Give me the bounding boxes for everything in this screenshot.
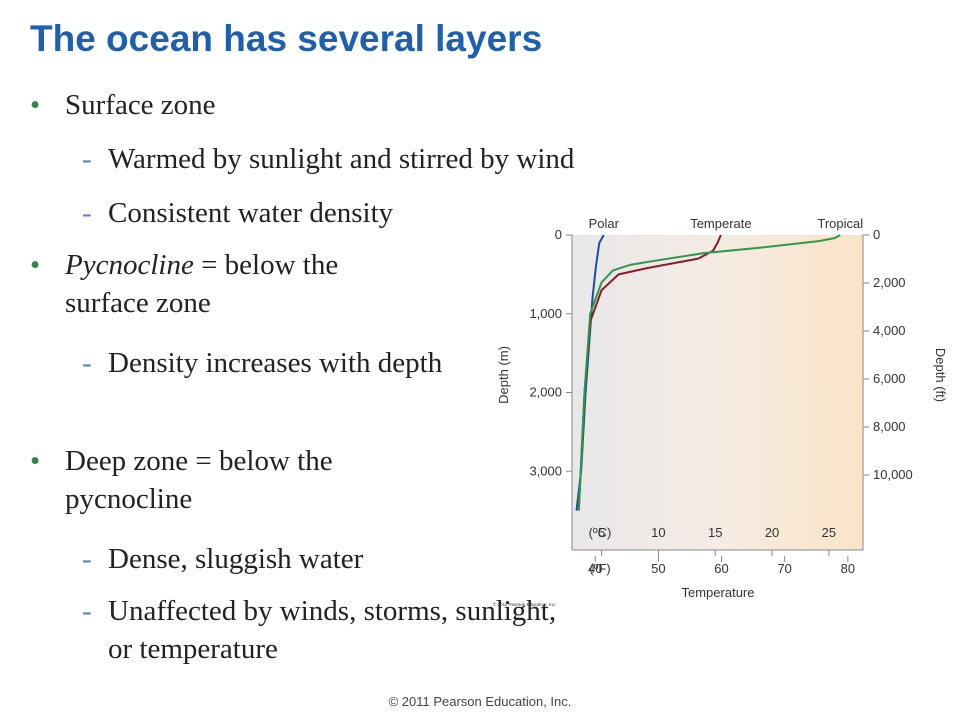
x-tick-label-fahrenheit: 80 [841,561,855,576]
y-tick-label-left: 3,000 [529,463,562,478]
sub-bullet-dash: - [82,197,92,229]
series-labels: Polar Temperate Tropical [589,216,864,231]
x-tick-label-celsius: 15 [708,525,722,540]
sub-bullet-text: Dense, sluggish water [108,543,364,575]
chart-axes: 0 1,000 2,000 3,000 0 2,000 4,000 6,000 8,000 10,… [529,227,912,576]
y-tick-label-right: 10,000 [873,467,913,482]
sub-bullet-text: Warmed by sunlight and stirred by wind [108,143,575,175]
y-tick-label-right: 4,000 [873,323,906,338]
y-axis-label-right: Depth (ft) [933,348,948,402]
chart-lines [575,234,841,511]
sub-bullet-text: Consistent water density [108,197,394,229]
series-label-temperate: Temperate [690,216,751,231]
y-tick-label-right: 8,000 [873,419,906,434]
x-tick-label-fahrenheit: 70 [777,561,791,576]
sub-bullet-dash: - [82,543,92,575]
x-axis-label: Temperature [682,585,755,600]
x-tick-label-fahrenheit: 50 [651,561,665,576]
y-tick-label-right: 0 [873,227,880,242]
emphasis-term: Pycnocline [65,249,194,281]
sub-bullet-text: Unaffected by winds, storms, sunlight, o… [108,595,557,665]
x-tick-label-fahrenheit: 60 [714,561,728,576]
series-line-tropical [577,234,841,511]
y-tick-label-left: 0 [555,227,562,242]
y-tick-label-right: 6,000 [873,371,906,386]
unit-celsius: (ºC) [589,525,612,540]
temperature-depth-chart: Polar Temperate Tropical 01,0002,0003,0000… [493,216,948,607]
sub-bullet-dash: - [82,143,92,175]
y-axis-label-left: Depth (m) [496,346,511,404]
bullet-dot: • [30,249,41,281]
slide-title: The ocean has several layers [30,18,543,59]
sub-bullet-text: Density increases with depth [108,347,443,379]
unit-fahrenheit: (ºF) [589,561,610,576]
chart-credit: © 2011 Pearson Education, Inc. [493,601,556,607]
bullet-dot: • [30,445,41,477]
series-label-polar: Polar [589,216,620,231]
x-tick-label-celsius: 5 [598,525,605,540]
x-tick-label-celsius: 25 [822,525,836,540]
footer-copyright: © 2011 Pearson Education, Inc. [388,694,572,709]
y-tick-label-left: 1,000 [529,306,562,321]
y-tick-label-left: 2,000 [529,385,562,400]
x-tick-label-fahrenheit: 40 [588,561,602,576]
x-tick-label-celsius: 20 [765,525,779,540]
bullet-text: Pycnocline = below the surface zone [65,246,425,322]
bullet-dot: • [30,89,41,121]
bullet-text: Surface zone [65,89,216,121]
y-tick-label-right: 2,000 [873,275,906,290]
sub-bullet-dash: - [82,595,92,627]
chart-plot-background [572,235,863,550]
bullet-text-rest: = below the surface zone [65,249,339,319]
sub-bullet-dash: - [82,347,92,379]
x-tick-label-celsius: 10 [651,525,665,540]
series-label-tropical: Tropical [817,216,863,231]
bullet-text: Deep zone = below the pycnocline [65,445,333,515]
